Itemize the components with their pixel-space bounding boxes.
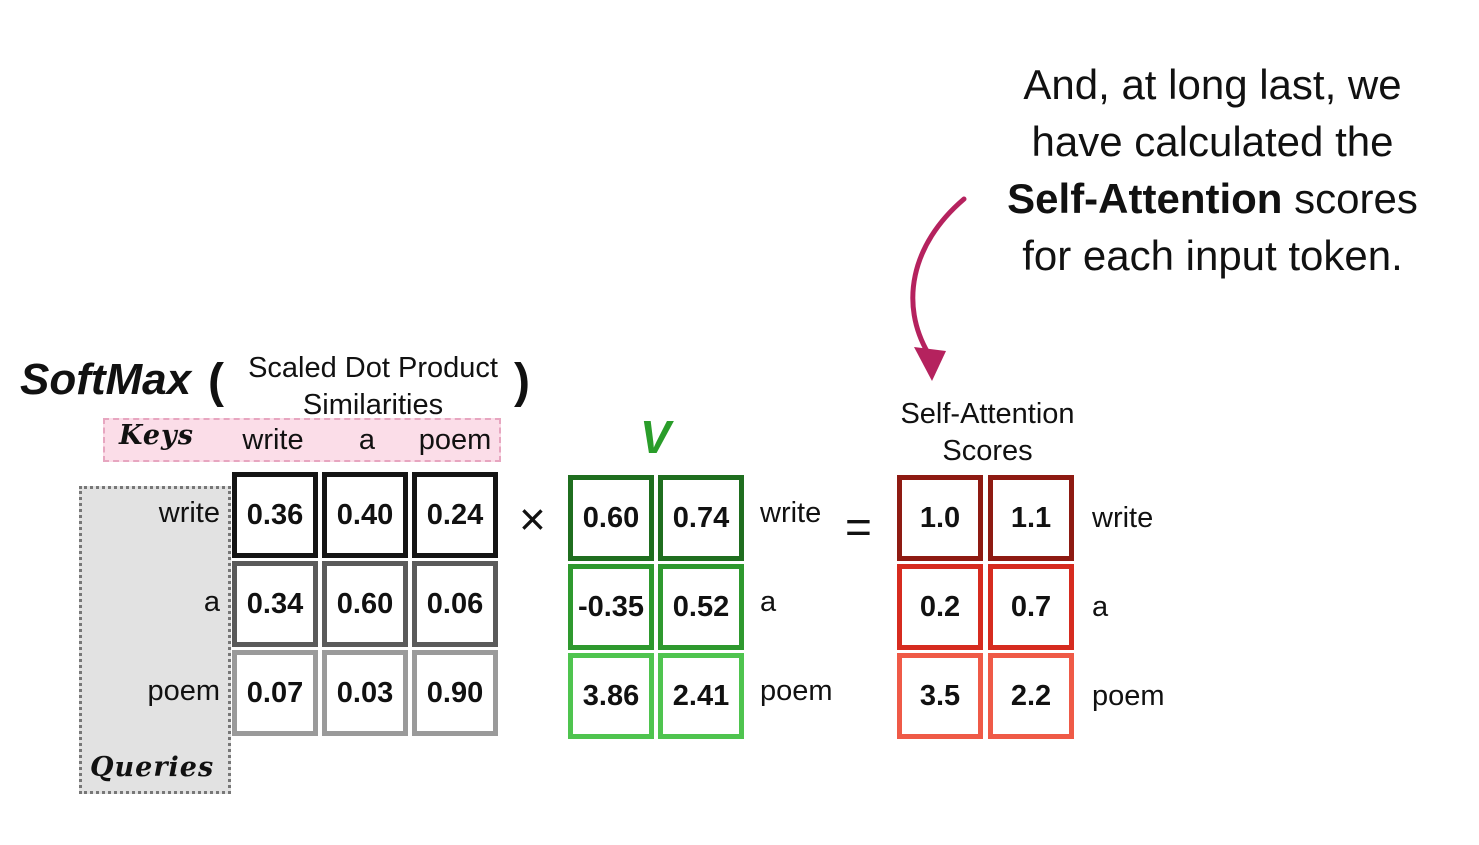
values-label: V [640, 411, 671, 463]
similarity-cell: 0.90 [412, 650, 498, 736]
similarity-cell: 0.34 [232, 561, 318, 647]
softmax-label: SoftMax [20, 355, 192, 404]
values-row-label: a [760, 586, 777, 618]
scores-title-line-1: Self-Attention [900, 398, 1075, 430]
value-cell: 3.86 [568, 653, 654, 739]
caption: And, at long last, we have calculated th… [960, 56, 1465, 284]
caption-line-3-rest: scores [1282, 175, 1418, 222]
query-token: poem [147, 675, 220, 707]
scores-row-label: a [1092, 591, 1109, 623]
scores-title-line-2: Scores [942, 435, 1033, 467]
similarity-cell: 0.60 [322, 561, 408, 647]
score-cell: 3.5 [897, 653, 983, 739]
query-token: write [158, 497, 220, 529]
key-token: write [242, 424, 304, 456]
caption-line-3: Self-Attention scores [960, 170, 1465, 227]
similarity-cell: 0.40 [322, 472, 408, 558]
curved-arrow-icon [910, 196, 967, 381]
caption-bold-term: Self-Attention [1007, 175, 1283, 222]
score-cell: 0.7 [988, 564, 1074, 650]
multiply-operator: × [519, 493, 546, 545]
query-token: a [203, 586, 220, 618]
values-row-label: poem [760, 675, 833, 707]
key-token: poem [418, 424, 492, 456]
similarity-cell: 0.03 [322, 650, 408, 736]
caption-line-4: for each input token. [1022, 232, 1403, 279]
similarities-title: Scaled Dot Product Similarities [228, 350, 518, 424]
value-cell: 0.60 [568, 475, 654, 561]
value-cell: 0.52 [658, 564, 744, 650]
open-paren: ( [208, 355, 224, 408]
similarity-cell: 0.06 [412, 561, 498, 647]
score-cell: 1.0 [897, 475, 983, 561]
equals-operator: = [845, 501, 872, 553]
similarity-cell: 0.07 [232, 650, 318, 736]
similarity-cell: 0.24 [412, 472, 498, 558]
scores-row-label: write [1092, 502, 1154, 534]
caption-line-2: have calculated the [1031, 118, 1394, 165]
caption-line-1: And, at long last, we [1023, 61, 1402, 108]
queries-strip [79, 486, 231, 794]
key-token: a [358, 424, 376, 456]
value-cell: -0.35 [568, 564, 654, 650]
score-cell: 1.1 [988, 475, 1074, 561]
keys-label: Keys [119, 420, 194, 451]
values-row-label: write [760, 497, 822, 529]
similarities-title-line-2: Similarities [302, 389, 444, 421]
value-cell: 0.74 [658, 475, 744, 561]
similarities-title-line-1: Scaled Dot Product [248, 352, 498, 384]
scores-row-label: poem [1092, 680, 1165, 712]
value-cell: 2.41 [658, 653, 744, 739]
keys-strip [103, 418, 501, 462]
queries-label: Queries [90, 752, 215, 783]
scores-title: Self-Attention Scores [880, 396, 1095, 470]
score-cell: 2.2 [988, 653, 1074, 739]
close-paren: ) [514, 355, 530, 408]
score-cell: 0.2 [897, 564, 983, 650]
similarity-cell: 0.36 [232, 472, 318, 558]
